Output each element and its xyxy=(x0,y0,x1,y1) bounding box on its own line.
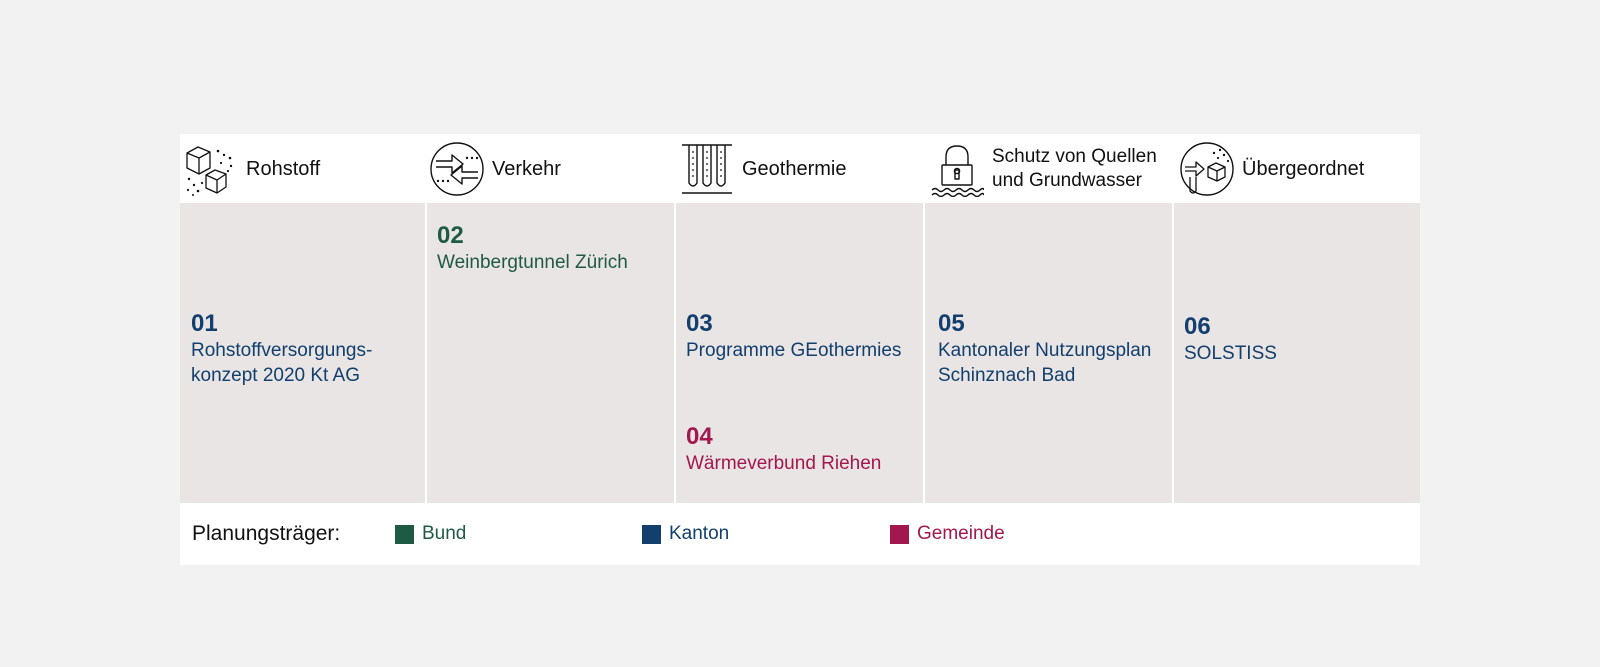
legend-swatch xyxy=(395,524,414,544)
legend-item-bund: Bund xyxy=(395,503,466,565)
project-grid: 01 Rohstoffversorgungs- konzept 2020 Kt … xyxy=(180,203,1420,503)
geothermal-probes-icon xyxy=(680,141,734,197)
category-verkehr: Verkehr xyxy=(430,134,561,203)
traffic-arrows-icon xyxy=(430,141,484,197)
legend-swatch xyxy=(890,524,909,544)
project-name: SOLSTISS xyxy=(1184,343,1277,364)
category-label: Geothermie xyxy=(742,157,847,180)
category-label: Verkehr xyxy=(492,157,561,180)
project-name: Wärmeverbund Riehen xyxy=(686,453,882,474)
legend-title: Planungsträger: xyxy=(192,522,341,545)
project-name-line: Kantonaler Nutzungsplan xyxy=(938,340,1152,361)
project-number: 03 xyxy=(686,310,713,337)
project-number: 05 xyxy=(938,310,965,337)
project-05: 05 Kantonaler Nutzungsplan Schinznach Ba… xyxy=(938,310,1151,388)
category-schutz: Schutz von Quellen und Grundwasser xyxy=(930,134,1157,203)
category-label: Übergeordnet xyxy=(1242,157,1365,180)
lock-water-icon xyxy=(930,141,984,197)
legend-swatch xyxy=(642,524,661,544)
project-number: 02 xyxy=(437,222,464,249)
project-name: Weinbergtunnel Zürich xyxy=(437,252,628,273)
project-name: Kantonaler Nutzungsplan Schinznach Bad xyxy=(938,338,1151,388)
category-geothermie: Geothermie xyxy=(680,134,847,203)
category-rohstoff: Rohstoff xyxy=(184,134,320,203)
project-name-line: Schinznach Bad xyxy=(938,365,1076,386)
category-label: Rohstoff xyxy=(246,157,321,180)
project-name: Rohstoffversorgungs- konzept 2020 Kt AG xyxy=(191,338,372,388)
project-overview-panel: Rohstoff Verkehr xyxy=(180,134,1420,565)
project-number: 06 xyxy=(1184,313,1211,340)
project-01: 01 Rohstoffversorgungs- konzept 2020 Kt … xyxy=(191,310,372,388)
category-label-line: Schutz von Quellen xyxy=(992,145,1157,167)
column-divider xyxy=(425,203,427,503)
project-number: 01 xyxy=(191,310,218,337)
cubes-icon xyxy=(184,141,238,197)
legend-label: Bund xyxy=(422,523,467,544)
category-label-line: und Grundwasser xyxy=(992,169,1142,191)
legend-label: Gemeinde xyxy=(917,523,1005,544)
project-06: 06 SOLSTISS xyxy=(1184,313,1277,366)
column-divider xyxy=(1172,203,1174,503)
project-name: Programme GEothermies xyxy=(686,340,902,361)
project-name-line: Rohstoffversorgungs- xyxy=(191,340,373,361)
legend-item-kanton: Kanton xyxy=(642,503,729,565)
legend: Planungsträger: Bund Kanton Gemeinde xyxy=(180,503,1420,565)
project-03: 03 Programme GEothermies xyxy=(686,310,901,363)
project-name-line: konzept 2020 Kt AG xyxy=(191,365,361,386)
column-divider xyxy=(923,203,925,503)
project-04: 04 Wärmeverbund Riehen xyxy=(686,423,881,476)
project-number: 04 xyxy=(686,423,713,450)
legend-label: Kanton xyxy=(669,523,730,544)
combined-icon xyxy=(1180,141,1234,197)
column-divider xyxy=(674,203,676,503)
project-02: 02 Weinbergtunnel Zürich xyxy=(437,222,628,275)
category-label: Schutz von Quellen und Grundwasser xyxy=(992,145,1157,193)
category-header-row: Rohstoff Verkehr xyxy=(180,134,1420,203)
category-uebergeordnet: Übergeordnet xyxy=(1180,134,1364,203)
legend-item-gemeinde: Gemeinde xyxy=(890,503,1005,565)
